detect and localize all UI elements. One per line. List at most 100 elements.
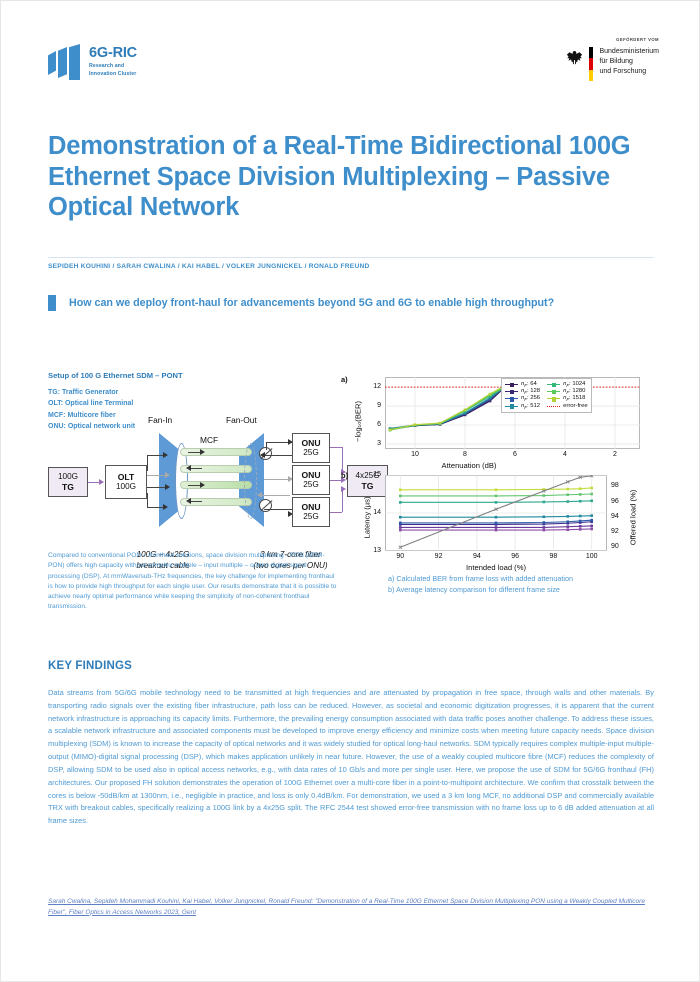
chart-b-xtick: 92 <box>434 553 443 560</box>
rx-tg-line2: TG <box>361 480 374 491</box>
chart-a-legend-label: error-free <box>563 403 588 410</box>
chart-b-xtick: 100 <box>585 553 598 560</box>
abbr-olt: OLT: Optical line Terminal <box>48 400 134 408</box>
olt-line2: 100G <box>115 482 137 492</box>
core4-dir-line <box>188 501 202 502</box>
core2-dir-arrow <box>186 465 191 471</box>
core1-dir-line <box>188 452 202 453</box>
onu-node-2: ONU 25G <box>292 465 330 495</box>
chart-b-ytick: 14 <box>373 509 381 516</box>
research-question-text: How can we deploy front-haul for advance… <box>69 297 555 309</box>
arrow-core4-return <box>257 492 262 498</box>
chart-a-xtick: 4 <box>563 451 567 458</box>
german-flag-icon <box>589 47 594 81</box>
chart-a-legend-item: nF: 1024 <box>547 381 588 388</box>
arrow-onu3-in <box>288 511 293 517</box>
mcf-right-face <box>244 443 257 519</box>
chart-a-legend-item: error-free <box>547 403 588 410</box>
wire-onu3-rxtg <box>330 512 342 513</box>
onu3-line2: 25G <box>303 512 319 522</box>
panel-a-label: a) <box>341 375 348 384</box>
chart-a-xtick: 6 <box>513 451 517 458</box>
olt-node: OLT 100G <box>105 465 147 499</box>
onu2-line1: ONU <box>301 470 321 481</box>
chart-b-ytick-right: 94 <box>611 512 619 520</box>
wire-att-onu1-rise <box>266 442 267 450</box>
wire-onu1-return <box>264 455 292 456</box>
arrow-onu1-rxtg <box>341 469 346 475</box>
wire-core2-olt <box>147 475 167 476</box>
key-findings-heading: KEY FINDINGS <box>48 660 132 672</box>
logo-title: 6G-RIC <box>89 44 137 61</box>
tx-traffic-generator-node: 100G TG <box>48 467 88 497</box>
wire-onu1-rxtg <box>330 447 342 448</box>
breakout-cable-caption: 100G – 4x25G breakout cable <box>136 550 190 571</box>
chart-b-xlabel: Intended load (%) <box>466 563 526 572</box>
chart-a-legend-label: nF: 512 <box>521 402 541 410</box>
chart-a-legend-item: nF: 64 <box>505 381 540 388</box>
onu-node-3: ONU 25G <box>292 497 330 527</box>
attenuator-bottom <box>259 499 272 512</box>
chart-b-xtick: 96 <box>511 553 520 560</box>
wire-tg-olt <box>88 482 101 483</box>
chart-b-ytick: 15 <box>373 471 381 478</box>
arrow-olt-core3 <box>165 484 170 490</box>
chart-a-legend-label: nF: 1280 <box>563 388 586 396</box>
chart-b-plot-area <box>385 475 607 551</box>
funder-kicker: GEFÖRDERT VOM <box>616 37 659 42</box>
federal-eagle-icon <box>566 47 583 66</box>
title-divider <box>48 257 654 258</box>
chart-a-legend-label: nF: 64 <box>521 381 537 389</box>
results-charts: a) −log₁₀(BER) Attenuation (dB) 10 8 6 4 2 3 6… <box>341 373 654 572</box>
arrow-core2-olt <box>165 472 170 478</box>
wire-att-onu1 <box>266 442 292 443</box>
abbr-mcf: MCF: Multicore fiber <box>48 411 116 419</box>
abbreviation-list: TG: Traffic Generator OLT: Optical line … <box>48 387 135 432</box>
chart-b-xtick: 94 <box>472 553 481 560</box>
chart-b-ylabel-right: Offered load (%) <box>628 489 638 546</box>
chart-a-xtick: 10 <box>411 451 419 458</box>
rx-tg-line1: 4x25G <box>355 471 380 481</box>
onu2-line2: 25G <box>303 480 319 490</box>
chart-a-legend: nF: 64 nF: 1024 nF: 128 nF: 1280 nF: 256 nF: … <box>501 378 592 413</box>
chart-a-xtick: 2 <box>613 451 617 458</box>
chart-b-xtick: 90 <box>396 553 405 560</box>
onu-node-1: ONU 25G <box>292 433 330 463</box>
tx-tg-line2: TG <box>62 481 74 492</box>
core3-dir-arrow <box>200 482 205 488</box>
chart-a-xtick: 8 <box>463 451 467 458</box>
chart-a-ylabel: −log₁₀(BER) <box>353 401 363 442</box>
core3-dir-line <box>188 485 202 486</box>
funder-name: Bundesministerium für Bildung und Forsch… <box>599 48 659 76</box>
chart-a-legend-item: nF: 256 <box>505 395 541 403</box>
mcf-fiber-caption: 3 km 7-core fiber (two cores per ONU) <box>253 550 328 571</box>
rx-traffic-generator-node: 4x25G TG <box>347 465 388 497</box>
wire-olt-core4 <box>147 507 165 508</box>
chart-b-ytick-right: 90 <box>611 543 619 551</box>
mcf-cores <box>180 447 252 515</box>
wire-onu2 <box>264 479 290 480</box>
setup-diagram: Fan-In Fan-Out 100G TG OLT 100G <box>48 415 388 537</box>
chart-a-legend-label: nF: 256 <box>521 395 541 403</box>
figure-caption: a) Calculated BER from frame loss with a… <box>388 574 573 595</box>
setup-title: Setup of 100 G Ethernet SDM – PONT <box>48 371 183 380</box>
citation-link[interactable]: Sarah Cwalina, Sepideh Mohammadi Kouhini… <box>48 898 645 916</box>
figure-blurb: Compared to conventional PON – fronthaul… <box>48 552 337 611</box>
6g-ric-logo-icon <box>48 44 82 80</box>
core2-dir-line <box>188 468 202 469</box>
wire-onu2-rxtg <box>330 480 344 481</box>
6g-ric-logo: 6G-RIC Research and Innovation Cluster <box>48 44 137 80</box>
mcf-label: MCF <box>200 435 219 445</box>
core4-dir-arrow <box>186 498 191 504</box>
arrow-onu2-rxtg <box>341 477 346 483</box>
setup-figure: Setup of 100 G Ethernet SDM – PONT TG: T… <box>48 371 654 596</box>
abbr-tg: TG: Traffic Generator <box>48 389 119 396</box>
chart-b-ytick-right: 92 <box>611 528 619 535</box>
chart-a-legend-label: nF: 1518 <box>563 395 586 403</box>
onu1-line2: 25G <box>303 448 319 458</box>
wire-olt-core1 <box>147 455 165 456</box>
wire-olt-core3 <box>147 487 167 488</box>
chart-a-legend-label: nF: 1024 <box>563 381 586 389</box>
chart-b-ytick-right: 98 <box>611 482 619 490</box>
